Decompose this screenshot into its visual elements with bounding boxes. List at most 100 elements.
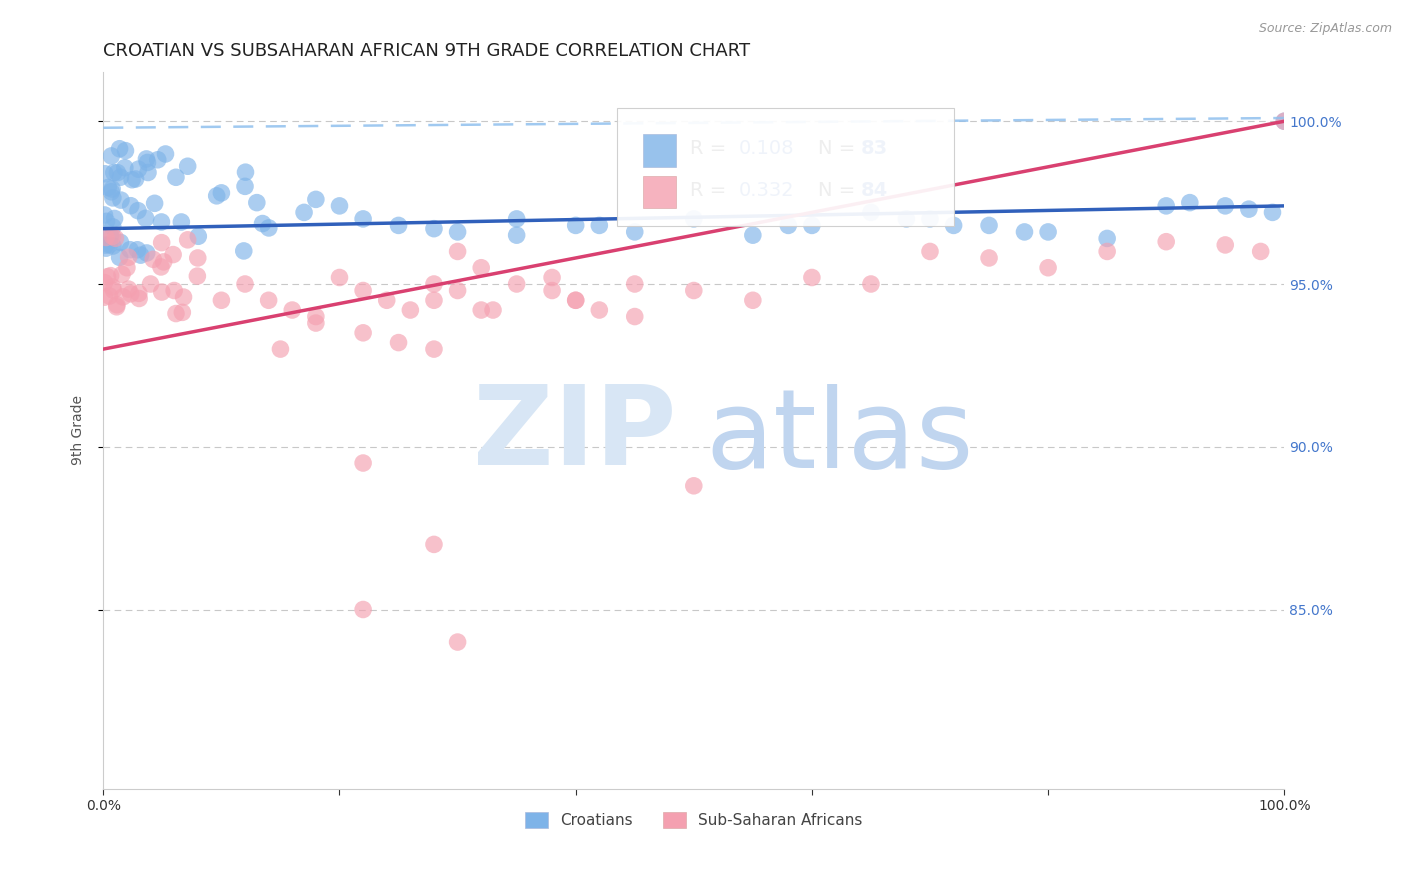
Point xyxy=(292,205,315,219)
Point xyxy=(103,166,125,180)
Point xyxy=(505,228,527,243)
Point xyxy=(741,293,763,308)
Point xyxy=(108,142,131,156)
Point xyxy=(150,215,173,229)
Point xyxy=(423,342,446,356)
Point xyxy=(101,239,124,253)
Point xyxy=(1213,199,1236,213)
Point xyxy=(446,244,468,259)
FancyBboxPatch shape xyxy=(643,135,676,167)
Point xyxy=(100,268,122,283)
Point xyxy=(110,235,132,250)
Point xyxy=(129,248,152,262)
Point xyxy=(135,246,157,260)
Point xyxy=(176,159,198,173)
Point xyxy=(252,217,274,231)
Point xyxy=(741,228,763,243)
Point xyxy=(121,172,143,186)
Point xyxy=(564,293,586,308)
Point xyxy=(104,231,127,245)
Point xyxy=(328,270,350,285)
Point xyxy=(105,298,128,312)
Point xyxy=(186,269,208,284)
Point xyxy=(101,219,124,234)
Point xyxy=(352,602,374,616)
Point xyxy=(94,167,117,181)
Point xyxy=(127,162,149,177)
Point xyxy=(896,211,918,226)
Point xyxy=(375,293,398,308)
Point xyxy=(101,182,124,196)
Point xyxy=(94,241,117,255)
Point xyxy=(150,235,173,250)
Point xyxy=(172,305,194,319)
Point xyxy=(117,250,139,264)
Point xyxy=(93,290,115,304)
Point xyxy=(176,233,198,247)
Point xyxy=(98,237,121,252)
Point xyxy=(505,211,527,226)
Point xyxy=(352,284,374,298)
Point xyxy=(96,269,118,284)
Point xyxy=(205,189,228,203)
Point xyxy=(446,225,468,239)
Point xyxy=(470,260,492,275)
Point xyxy=(96,214,118,228)
Point xyxy=(100,229,122,244)
Point xyxy=(257,293,280,308)
Point xyxy=(94,230,117,244)
Point xyxy=(482,303,505,318)
Point xyxy=(150,285,173,299)
Point xyxy=(918,244,941,259)
Point xyxy=(423,537,446,551)
Point xyxy=(1095,244,1118,259)
Point xyxy=(564,219,586,233)
Point xyxy=(117,282,139,296)
Point xyxy=(165,170,187,185)
Point xyxy=(246,195,269,210)
Point xyxy=(235,165,257,179)
Point xyxy=(103,211,125,226)
Point xyxy=(149,260,172,274)
Point xyxy=(942,219,965,233)
Point xyxy=(114,161,136,175)
Point xyxy=(110,193,132,207)
Text: atlas: atlas xyxy=(706,384,974,491)
Text: Source: ZipAtlas.com: Source: ZipAtlas.com xyxy=(1258,22,1392,36)
Point xyxy=(305,316,328,330)
Point xyxy=(423,221,446,235)
Point xyxy=(100,185,122,199)
Point xyxy=(387,219,409,233)
Point xyxy=(124,172,146,186)
Point xyxy=(800,270,823,285)
Point xyxy=(232,244,254,258)
Point xyxy=(94,238,117,252)
Point xyxy=(1014,225,1036,239)
Point xyxy=(162,247,184,261)
Point xyxy=(859,277,882,291)
Point xyxy=(1250,244,1272,259)
Point xyxy=(136,165,159,179)
Point xyxy=(209,186,232,200)
Point xyxy=(155,147,177,161)
Point xyxy=(257,221,280,235)
Point xyxy=(1154,199,1177,213)
Point xyxy=(101,229,124,244)
Point xyxy=(682,211,704,226)
Point xyxy=(541,270,564,285)
Text: N =: N = xyxy=(818,181,862,200)
Point xyxy=(97,180,120,194)
Point xyxy=(187,251,209,265)
Text: ZIP: ZIP xyxy=(472,381,676,488)
Point xyxy=(352,326,374,340)
Point xyxy=(1178,195,1201,210)
Point xyxy=(588,219,610,233)
Point xyxy=(1095,231,1118,245)
Point xyxy=(918,211,941,226)
Point xyxy=(623,225,645,239)
Point xyxy=(170,215,193,229)
Point xyxy=(118,243,141,257)
Text: 83: 83 xyxy=(860,139,887,158)
Text: CROATIAN VS SUBSAHARAN AFRICAN 9TH GRADE CORRELATION CHART: CROATIAN VS SUBSAHARAN AFRICAN 9TH GRADE… xyxy=(103,42,751,60)
Point xyxy=(1272,114,1295,128)
